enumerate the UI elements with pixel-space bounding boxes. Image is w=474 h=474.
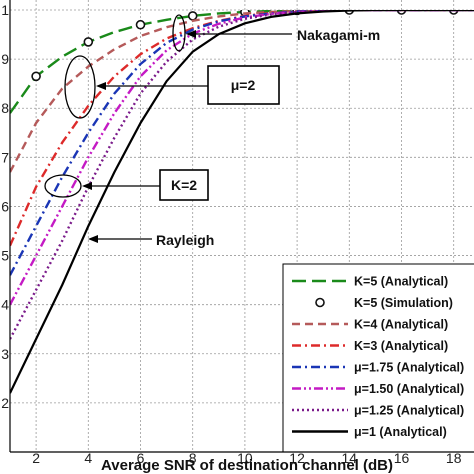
legend-items: K=5 (Analytical) K=5 (Simulation) K=4 (Ana… <box>292 275 464 439</box>
tick-labels: 2 4 6 8 10 12 14 16 18 .2 .3 .4 .5 .6 .7 .8 .9 1 <box>0 2 462 466</box>
x-tick-label: 10 <box>237 450 253 466</box>
legend-label: K=3 (Analytical) <box>354 339 448 353</box>
k2-ellipse <box>44 174 82 198</box>
mu2-label: μ=2 <box>231 77 256 93</box>
y-tick-label: .9 <box>0 51 9 67</box>
annotation-nakagami: Nakagami-m <box>172 14 380 52</box>
series-line <box>10 10 474 394</box>
y-tick-label: .3 <box>0 346 9 362</box>
mu2-arrowhead <box>96 82 106 90</box>
y-tick-label: .4 <box>0 297 9 313</box>
nakagami-label: Nakagami-m <box>297 27 380 43</box>
x-tick-label: 2 <box>32 450 40 466</box>
mu2-box <box>207 65 280 105</box>
legend-label: μ=1.75 (Analytical) <box>354 361 464 375</box>
legend: K=5 (Analytical) K=5 (Simulation) K=4 (Ana… <box>282 263 474 453</box>
x-tick-label: 18 <box>446 450 462 466</box>
rayleigh-arrowhead <box>88 235 98 243</box>
legend-label: K=4 (Analytical) <box>354 318 448 332</box>
x-tick-label: 14 <box>342 450 358 466</box>
x-tick-label: 16 <box>394 450 410 466</box>
x-axis-label: Average SNR of destination channel (dB) <box>101 457 393 474</box>
x-tick-label: 12 <box>289 450 305 466</box>
annotation-rayleigh: Rayleigh <box>88 232 214 248</box>
k2-arrowhead <box>82 182 92 190</box>
data-point-marker <box>135 19 146 30</box>
legend-label: μ=1.25 (Analytical) <box>354 404 464 418</box>
annotation-k2: K=2 <box>44 169 209 201</box>
legend-box <box>282 263 474 453</box>
y-tick-label: 1 <box>1 2 9 18</box>
k2-box <box>159 169 209 201</box>
y-tick-label: .8 <box>0 100 9 116</box>
x-tick-label: 6 <box>137 450 145 466</box>
rayleigh-label: Rayleigh <box>156 232 214 248</box>
nakagami-ellipse <box>172 14 186 52</box>
y-tick-label: .6 <box>0 198 9 214</box>
series-line <box>10 10 474 306</box>
legend-marker <box>315 297 325 308</box>
series-line <box>10 10 474 173</box>
legend-label: μ=1.50 (Analytical) <box>354 382 464 396</box>
legend-label: K=5 (Simulation) <box>354 296 453 310</box>
y-tick-label: .7 <box>0 149 9 165</box>
k2-label: K=2 <box>171 177 197 193</box>
nakagami-arrowhead <box>186 30 196 38</box>
y-tick-label: .2 <box>0 395 9 411</box>
legend-label: μ=1 (Analytical) <box>354 425 447 439</box>
x-tick-label: 4 <box>84 450 92 466</box>
legend-label: K=5 (Analytical) <box>354 275 448 289</box>
data-point-marker <box>187 11 198 21</box>
x-tick-label: 8 <box>189 450 197 466</box>
data-point-marker <box>83 37 94 47</box>
data-point-marker <box>31 71 41 82</box>
mu2-ellipse <box>64 55 96 119</box>
annotation-mu2: μ=2 <box>64 55 280 119</box>
y-tick-label: .5 <box>0 248 9 264</box>
